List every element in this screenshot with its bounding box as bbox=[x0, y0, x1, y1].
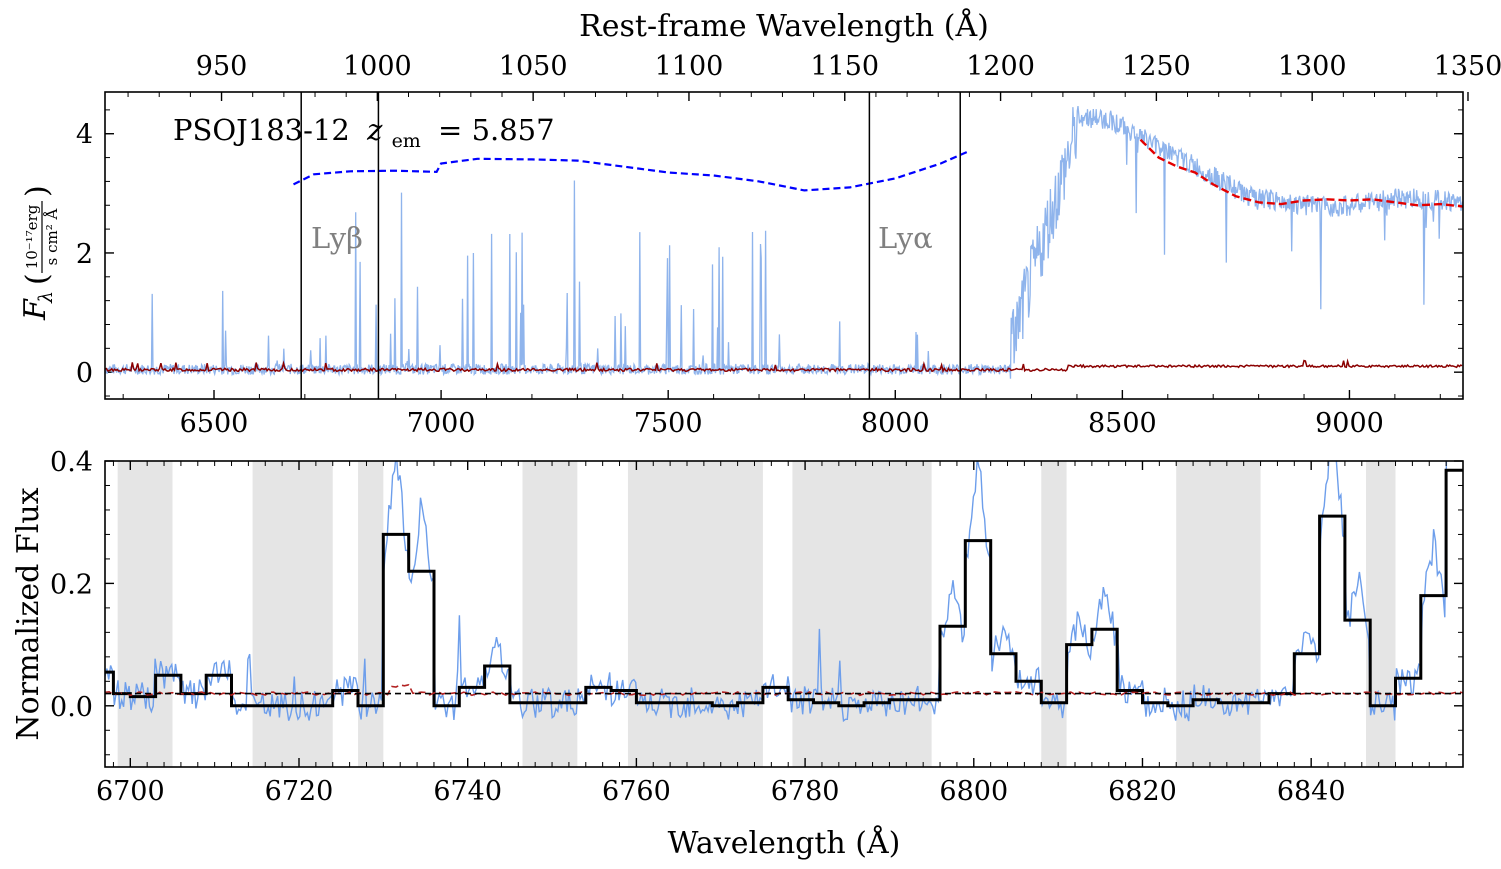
unit-paren-close: ) bbox=[20, 185, 55, 197]
redshift-subscript: em bbox=[392, 130, 421, 152]
top-error-spectrum bbox=[105, 358, 1463, 374]
unit-numerator: 10⁻¹⁷erg bbox=[23, 204, 41, 269]
rest-frame-tick-label: 1150 bbox=[810, 51, 879, 82]
top-panel: Rest-frame Wavelength (Å) 950 1000 1050 110… bbox=[18, 8, 1501, 439]
bottom-x-tick-label: 6720 bbox=[265, 776, 334, 807]
rest-frame-tick-label: 1250 bbox=[1122, 51, 1191, 82]
rest-frame-tick-label: 950 bbox=[196, 51, 248, 82]
rest-frame-tick-label: 1100 bbox=[655, 51, 724, 82]
bottom-y-axis: 0.0 0.2 0.4 bbox=[50, 447, 1463, 756]
rest-frame-tick-label: 1350 bbox=[1434, 51, 1501, 82]
masked-regions bbox=[117, 461, 1396, 767]
bottom-x-tick-label: 6840 bbox=[1277, 776, 1346, 807]
blue-continuum-fit bbox=[293, 150, 969, 192]
bottom-y-tick-label: 0.4 bbox=[50, 447, 93, 478]
lya-label: Lyα bbox=[878, 221, 933, 255]
top-plot-frame bbox=[104, 91, 1464, 400]
top-y-axis: 0 2 4 bbox=[76, 109, 1463, 397]
flux-symbol: F bbox=[18, 298, 53, 321]
bottom-y-tick-label: 0.0 bbox=[50, 692, 93, 723]
bottom-x-tick-label: 6760 bbox=[602, 776, 671, 807]
flux-subscript: λ bbox=[35, 291, 57, 304]
masked-region bbox=[117, 461, 173, 767]
rest-frame-tick-label: 1300 bbox=[1278, 51, 1347, 82]
top-y-tick-label: 4 bbox=[76, 120, 93, 151]
top-secondary-x-axis: 950 1000 1050 1100 1150 1200 1250 1300 1350 bbox=[127, 51, 1501, 101]
bottom-x-tick-label: 6700 bbox=[96, 776, 165, 807]
top-x-tick-label: 8500 bbox=[1088, 408, 1157, 439]
top-x-tick-label: 9000 bbox=[1315, 408, 1384, 439]
top-x-tick-label: 7500 bbox=[634, 408, 703, 439]
binned-flux bbox=[105, 468, 1463, 708]
object-annotation: PSOJ183-12 z em = 5.857 bbox=[173, 113, 555, 154]
absorption-window-lines bbox=[300, 92, 961, 399]
bottom-x-tick-label: 6780 bbox=[771, 776, 840, 807]
bottom-x-tick-label: 6800 bbox=[939, 776, 1008, 807]
rest-frame-tick-label: 1050 bbox=[499, 51, 568, 82]
top-y-tick-label: 0 bbox=[76, 358, 93, 389]
masked-region bbox=[792, 461, 932, 767]
lyb-label: Lyβ bbox=[311, 221, 363, 255]
bottom-x-tick-label: 6820 bbox=[1108, 776, 1177, 807]
rest-frame-tick-label: 1200 bbox=[966, 51, 1035, 82]
masked-region bbox=[522, 461, 578, 767]
top-x-tick-label: 6500 bbox=[180, 408, 249, 439]
unit-denominator: s cm² Å bbox=[43, 208, 61, 265]
bottom-y-axis-title: Normalized Flux bbox=[11, 487, 46, 740]
masked-region bbox=[627, 461, 763, 767]
top-x-tick-label: 7000 bbox=[407, 408, 476, 439]
bottom-panel: 6700 6720 6740 6760 6780 6800 6820 6840 0.00.20… bbox=[11, 447, 1464, 861]
top-y-axis-title: F λ ( 10⁻¹⁷erg s cm² Å ) bbox=[18, 185, 61, 321]
top-x-tick-label: 8000 bbox=[861, 408, 930, 439]
red-continuum-fit bbox=[1139, 138, 1463, 208]
masked-region bbox=[1366, 461, 1396, 767]
top-axis-title: Rest-frame Wavelength (Å) bbox=[579, 8, 989, 44]
unit-paren-open: ( bbox=[20, 273, 55, 285]
bottom-x-tick-label: 6740 bbox=[433, 776, 502, 807]
masked-region bbox=[1176, 461, 1261, 767]
bottom-error-spectrum bbox=[105, 683, 1463, 697]
top-x-axis: 6500 7000 7500 8000 8500 9000 bbox=[122, 390, 1441, 439]
object-name: PSOJ183-12 bbox=[173, 113, 350, 147]
redshift-symbol: z bbox=[366, 113, 383, 147]
masked-region bbox=[358, 461, 384, 767]
top-y-tick-label: 2 bbox=[76, 239, 93, 270]
masked-region bbox=[1041, 461, 1067, 767]
masked-region bbox=[252, 461, 333, 767]
rest-frame-tick-label: 1000 bbox=[343, 51, 412, 82]
bottom-plot-frame bbox=[104, 460, 1464, 768]
bottom-x-axis: 6700 6720 6740 6760 6780 6800 6820 6840 bbox=[96, 461, 1464, 807]
redshift-value: = 5.857 bbox=[438, 113, 555, 147]
bottom-y-tick-label: 0.2 bbox=[50, 569, 93, 600]
bottom-x-axis-title: Wavelength (Å) bbox=[668, 825, 901, 861]
